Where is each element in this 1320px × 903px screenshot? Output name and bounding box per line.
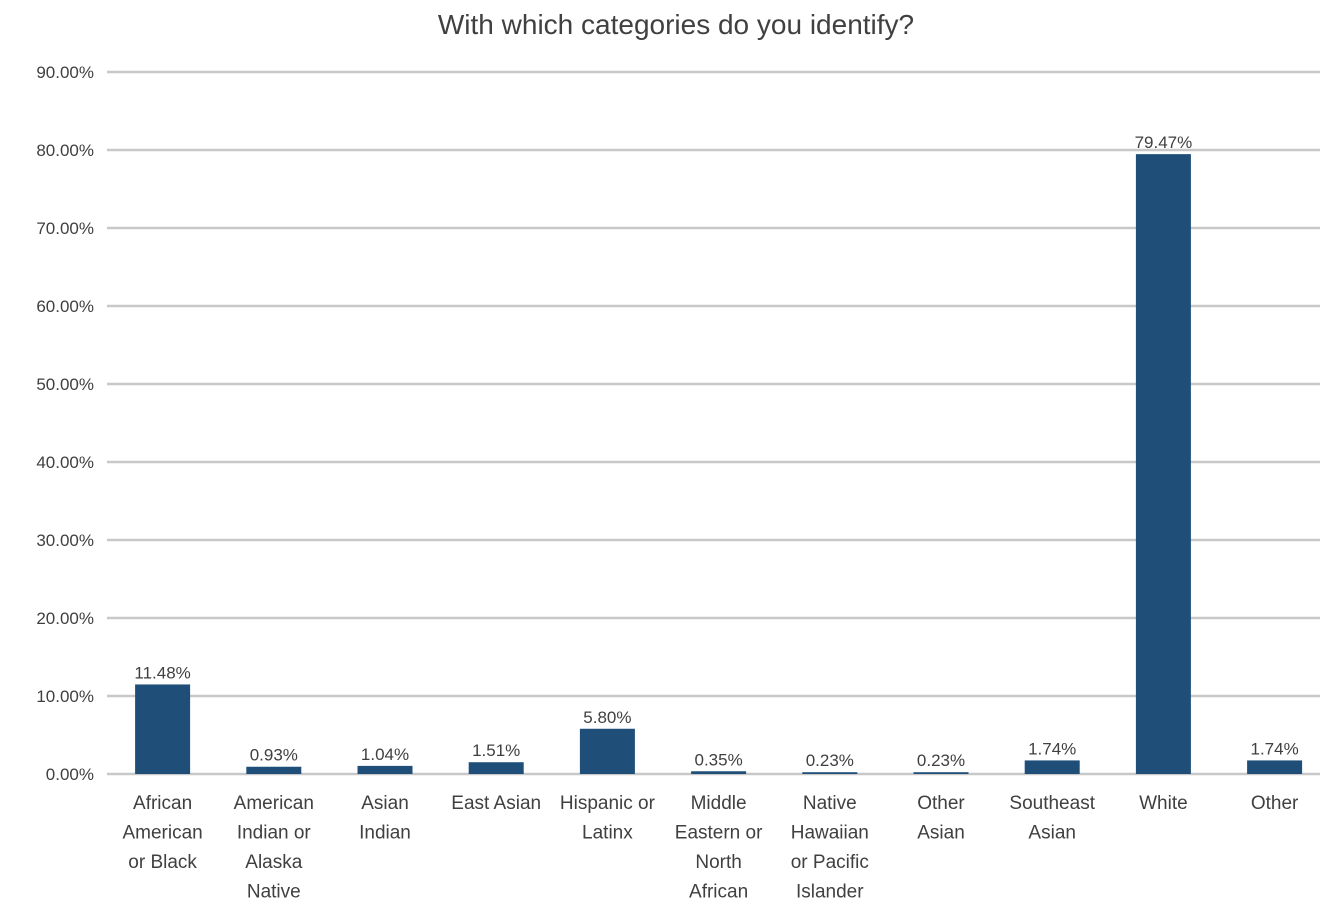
bar [135,684,191,774]
y-tick-label: 10.00% [36,687,94,706]
gridlines [107,70,1320,776]
bar [1247,760,1303,774]
x-category-label: Other Asian [917,793,965,844]
data-label: 1.74% [1250,739,1298,758]
bar [468,762,524,774]
bar [579,728,635,774]
bar [1024,760,1080,774]
bar [802,772,858,774]
data-label: 1.51% [472,741,520,760]
x-category-label: Other [1251,793,1299,814]
y-tick-label: 20.00% [36,609,94,628]
data-label: 1.04% [361,745,409,764]
y-tick-label: 80.00% [36,141,94,160]
x-axis-categories: African American or Black American Indian or… [122,793,1299,903]
y-tick-label: 70.00% [36,219,94,238]
y-tick-label: 30.00% [36,531,94,550]
bar [691,771,747,774]
x-category-label: East Asian [451,793,541,814]
y-tick-label: 50.00% [36,375,94,394]
data-label: 1.74% [1028,739,1076,758]
x-category-label: African American or Black [122,793,202,873]
data-label: 79.47% [1135,133,1193,152]
y-tick-label: 0.00% [46,765,94,784]
bar [357,765,413,774]
data-label: 0.23% [806,751,854,770]
bar [246,766,302,774]
y-axis-ticks: 0.00% 10.00% 20.00% 30.00% 40.00% 50.00% 60.00… [36,63,94,784]
x-category-label: Hispanic or Latinx [560,793,656,844]
data-labels: 11.48% 0.93% 1.04% 1.51% 5.80% 0.35% 0.23% 0.23… [134,133,1298,770]
x-category-label: Asian Indian [359,793,411,844]
bar [1135,154,1191,774]
x-category-label: Middle Eastern or North African [675,793,763,903]
y-tick-label: 90.00% [36,63,94,82]
chart-title: With which categories do you identify? [438,9,914,40]
data-label: 5.80% [583,708,631,727]
y-tick-label: 40.00% [36,453,94,472]
data-label: 0.35% [694,750,742,769]
x-category-label: American Indian or Alaska Native [234,793,314,903]
data-label: 11.48% [134,663,190,682]
data-label: 0.23% [917,751,965,770]
x-category-label: Native Hawaiian or Pacific Islander [791,793,869,903]
bar [913,772,969,774]
bars [135,154,1303,774]
x-category-label: White [1139,793,1188,814]
data-label: 0.93% [250,746,298,765]
y-tick-label: 60.00% [36,297,94,316]
x-category-label: Southeast Asian [1009,793,1095,844]
